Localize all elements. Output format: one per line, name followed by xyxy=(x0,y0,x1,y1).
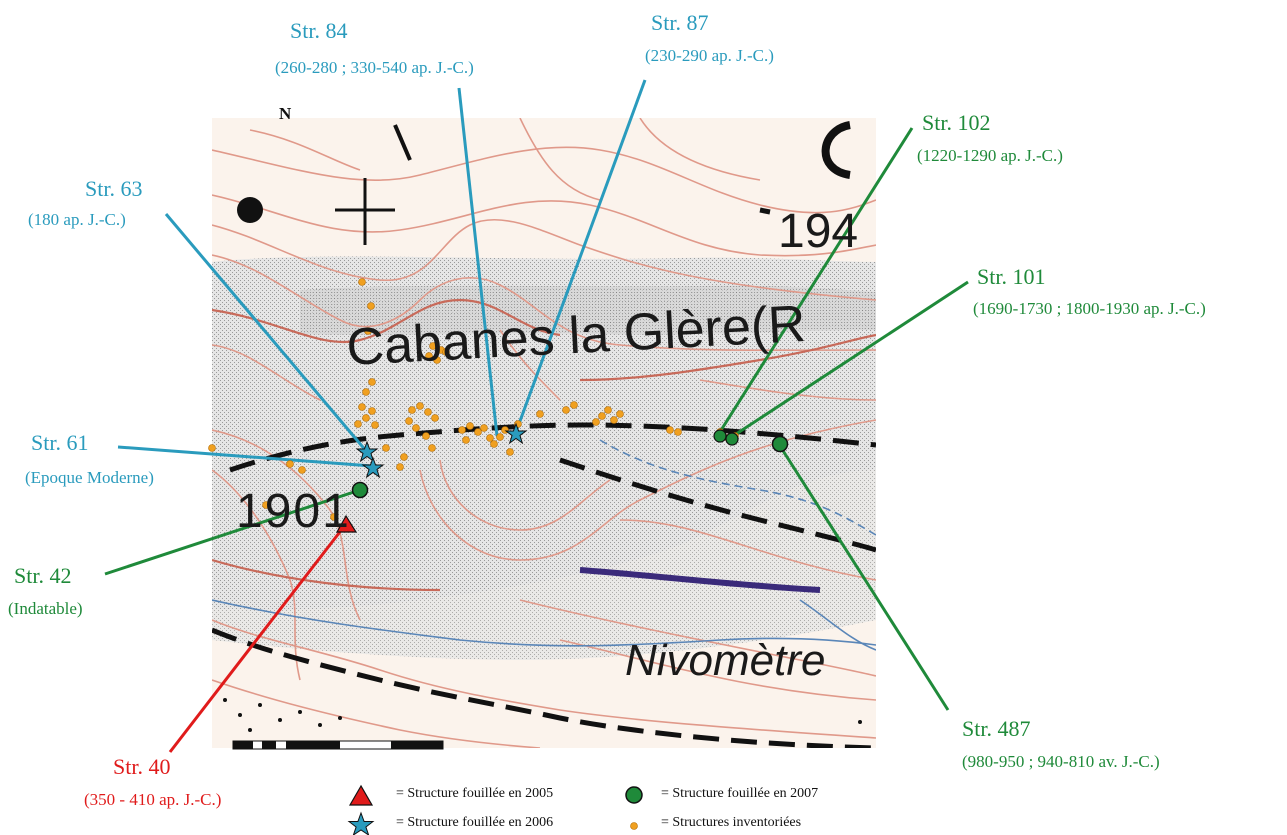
inventoried-structure-dots xyxy=(208,278,739,521)
label-str102-name: Str. 102 xyxy=(922,110,991,135)
topographic-base-map xyxy=(212,118,876,748)
legend-circle-symbol xyxy=(625,786,643,804)
label-str63-date: (180 ap. J.-C.) xyxy=(28,210,126,229)
structure-101-circle xyxy=(725,432,739,446)
label-str42-name: Str. 42 xyxy=(14,563,72,588)
label-str84-name: Str. 84 xyxy=(290,18,348,43)
label-str42-date: (Indatable) xyxy=(8,599,83,618)
map-feature-label: Nivomètre xyxy=(625,636,826,685)
label-str101-name: Str. 101 xyxy=(977,264,1046,289)
label-str40-date: (350 - 410 ap. J.-C.) xyxy=(84,790,222,809)
structure-102-circle xyxy=(713,429,727,443)
label-str61-date: (Epoque Moderne) xyxy=(25,468,154,487)
label-str40-name: Str. 40 xyxy=(113,754,171,779)
legend-circle-label: = Structure fouillée en 2007 xyxy=(661,786,819,801)
leader-lines xyxy=(104,79,969,753)
label-str101-date: (1690-1730 ; 1800-1930 ap. J.-C.) xyxy=(973,299,1206,318)
label-str487-name: Str. 487 xyxy=(962,716,1031,741)
structure-61-star xyxy=(361,456,385,479)
structure-87-star xyxy=(504,422,528,445)
label-str87-date: (230-290 ap. J.-C.) xyxy=(645,46,774,65)
legend-triangle-label: = Structure fouillée en 2005 xyxy=(396,786,554,801)
legend-star-symbol xyxy=(347,811,375,835)
legend-triangle-symbol xyxy=(348,784,374,806)
structure-63-star xyxy=(355,440,379,463)
north-label: N xyxy=(279,104,292,123)
label-str87-name: Str. 87 xyxy=(651,10,709,35)
legend-dot-label: = Structures inventoriées xyxy=(661,815,802,830)
legend-star-label: = Structure fouillée en 2006 xyxy=(396,815,554,830)
label-str487-date: (980-950 ; 940-810 av. J.-C.) xyxy=(962,752,1160,771)
excavated-structures xyxy=(335,422,789,533)
map-elevation-1901: 1901 xyxy=(236,485,351,538)
label-str61-name: Str. 61 xyxy=(31,430,89,455)
label-str102-date: (1220-1290 ap. J.-C.) xyxy=(917,146,1063,165)
legend-symbols xyxy=(347,784,643,835)
structure-40-triangle xyxy=(335,514,358,533)
structure-42-circle xyxy=(351,481,369,499)
label-str63-name: Str. 63 xyxy=(85,176,143,201)
map-elevation-194: 194 xyxy=(778,205,859,258)
label-str84-date: (260-280 ; 330-540 ap. J.-C.) xyxy=(275,58,474,77)
scale-bar xyxy=(232,740,444,750)
legend-dot-symbol xyxy=(630,822,638,830)
structure-487-circle xyxy=(771,435,789,453)
